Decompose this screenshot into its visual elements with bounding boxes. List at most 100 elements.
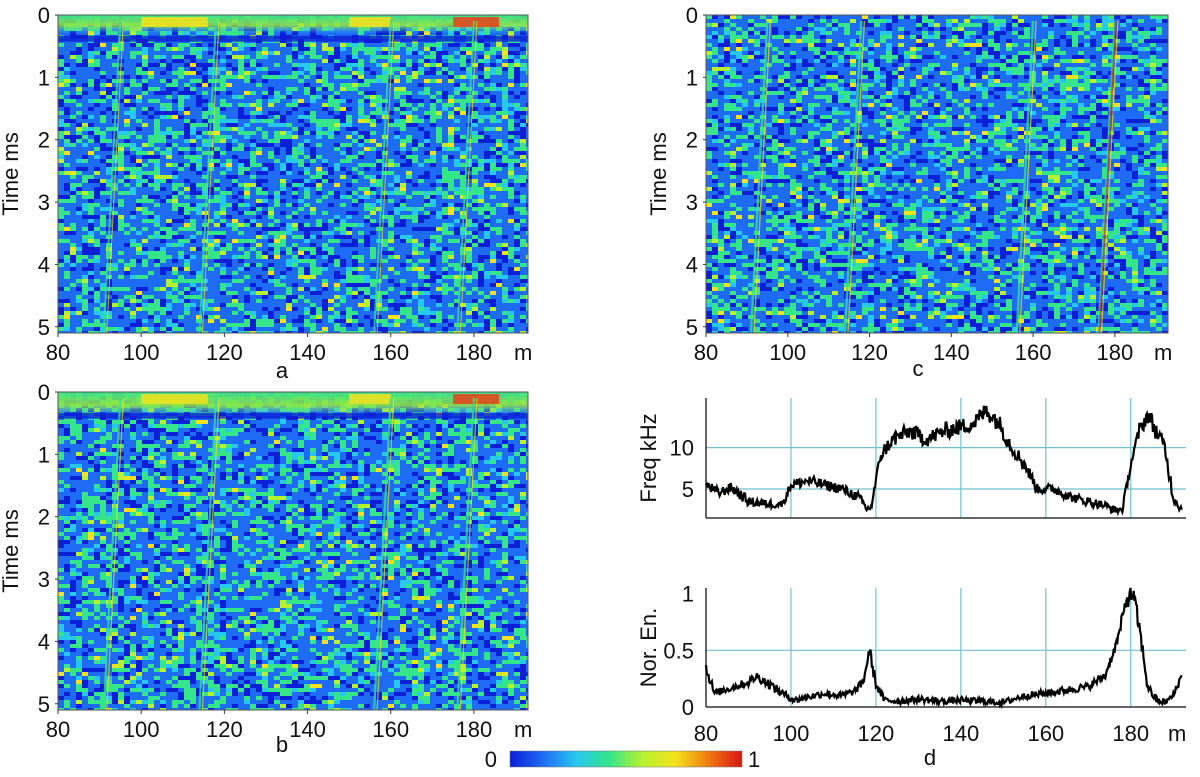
heatmap-b-cell (274, 424, 280, 428)
heatmap-a-cell (76, 167, 82, 171)
heatmap-a-cell (226, 247, 232, 251)
heatmap-a-cell (322, 187, 328, 191)
heatmap-a-cell (490, 99, 496, 103)
heatmap-a-cell (250, 71, 256, 75)
heatmap-a-cell (214, 127, 220, 131)
heatmap-a-cell (310, 307, 316, 311)
heatmap-a-cell (142, 263, 148, 267)
heatmap-a-cell (340, 63, 346, 67)
heatmap-a-cell (322, 171, 328, 175)
heatmap-a-cell (310, 131, 316, 135)
heatmap-a-cell (310, 315, 316, 319)
heatmap-a-cell (196, 171, 202, 175)
heatmap-b-cell (436, 468, 442, 472)
heatmap-a-cell (334, 311, 340, 315)
heatmap-a-cell (484, 223, 490, 227)
heatmap-a-cell (472, 191, 478, 195)
heatmap-a-cell (106, 139, 112, 143)
heatmap-b-cell (412, 468, 418, 472)
heatmap-a-cell (112, 223, 118, 227)
heatmap-a-cell (196, 203, 202, 207)
heatmap-a-cell (292, 207, 298, 211)
heatmap-a-cell (520, 211, 526, 215)
heatmap-a-cell (232, 315, 238, 319)
heatmap-b-cell (430, 440, 436, 444)
heatmap-a-cell (526, 307, 528, 311)
heatmap-a-cell (460, 203, 466, 207)
heatmap-a-cell (244, 203, 250, 207)
heatmap-a-cell (478, 131, 484, 135)
heatmap-a-cell (448, 287, 454, 291)
heatmap-a-cell (172, 283, 178, 287)
heatmap-a-cell (100, 183, 106, 187)
heatmap-a-cell (286, 59, 292, 63)
heatmap-a-cell (424, 99, 430, 103)
heatmap-a-cell (106, 163, 112, 167)
heatmap-a-cell (256, 147, 262, 151)
heatmap-a-cell (58, 271, 64, 275)
heatmap-a-cell (346, 215, 352, 219)
heatmap-b-cell (364, 424, 370, 428)
heatmap-b-cell (352, 444, 358, 448)
heatmap-a-cell (256, 331, 262, 333)
heatmap-a-cell (448, 303, 454, 307)
heatmap-a-cell (58, 103, 64, 107)
heatmap-b-cell (166, 448, 172, 452)
heatmap-a-cell (250, 263, 256, 267)
heatmap-a-cell (268, 223, 274, 227)
heatmap-a-cell (352, 251, 358, 255)
heatmap-a-cell (346, 287, 352, 291)
heatmap-a-cell (418, 219, 424, 223)
heatmap-b-cell (310, 480, 316, 484)
heatmap-a-cell (250, 247, 256, 251)
heatmap-a-cell (226, 259, 232, 263)
heatmap-a-cell (106, 255, 112, 259)
heatmap-b-cell (262, 468, 268, 472)
heatmap-b-cell (274, 460, 280, 464)
heatmap-a-cell (430, 55, 436, 59)
heatmap-a-cell (490, 175, 496, 179)
heatmap-a-cell (346, 123, 352, 127)
heatmap-a-cell (172, 163, 178, 167)
heatmap-a-cell (298, 183, 304, 187)
heatmap-a-cell (214, 279, 220, 283)
heatmap-b-cell (214, 480, 220, 484)
heatmap-a-cell (178, 67, 184, 71)
heatmap-a-cell (352, 283, 358, 287)
heatmap-a-cell (400, 291, 406, 295)
heatmap-a-cell (268, 103, 274, 107)
heatmap-a-cell (466, 91, 472, 95)
heatmap-a-cell (520, 163, 526, 167)
heatmap-a-cell (508, 211, 514, 215)
heatmap-a-cell (226, 167, 232, 171)
heatmap-b-cell (70, 432, 76, 436)
heatmap-a-cell (304, 195, 310, 199)
heatmap-b-cell (64, 448, 70, 452)
heatmap-a-cell (412, 99, 418, 103)
heatmap-a-cell (250, 115, 256, 119)
heatmap-b-cell (448, 428, 454, 432)
heatmap-a-cell (142, 155, 148, 159)
heatmap-a-cell (244, 167, 250, 171)
heatmap-a-cell (322, 279, 328, 283)
heatmap-a-cell (328, 47, 334, 51)
heatmap-a-cell (448, 135, 454, 139)
heatmap-b-cell (292, 464, 298, 468)
heatmap-a-cell (364, 243, 370, 247)
heatmap-b-cell (94, 444, 100, 448)
heatmap-b-cell (106, 448, 112, 452)
heatmap-a-cell (256, 55, 262, 59)
heatmap-a-cell (274, 135, 280, 139)
heatmap-a-cell (418, 43, 424, 47)
heatmap-b-cell (178, 464, 184, 468)
heatmap-a-cell (190, 271, 196, 275)
heatmap-a-cell (244, 287, 250, 291)
heatmap-a-cell (178, 203, 184, 207)
heatmap-a-cell (220, 163, 226, 167)
heatmap-b-cell (292, 468, 298, 472)
heatmap-a-cell (256, 51, 262, 55)
heatmap-a-cell (394, 87, 400, 91)
heatmap-a-cell (64, 75, 70, 79)
